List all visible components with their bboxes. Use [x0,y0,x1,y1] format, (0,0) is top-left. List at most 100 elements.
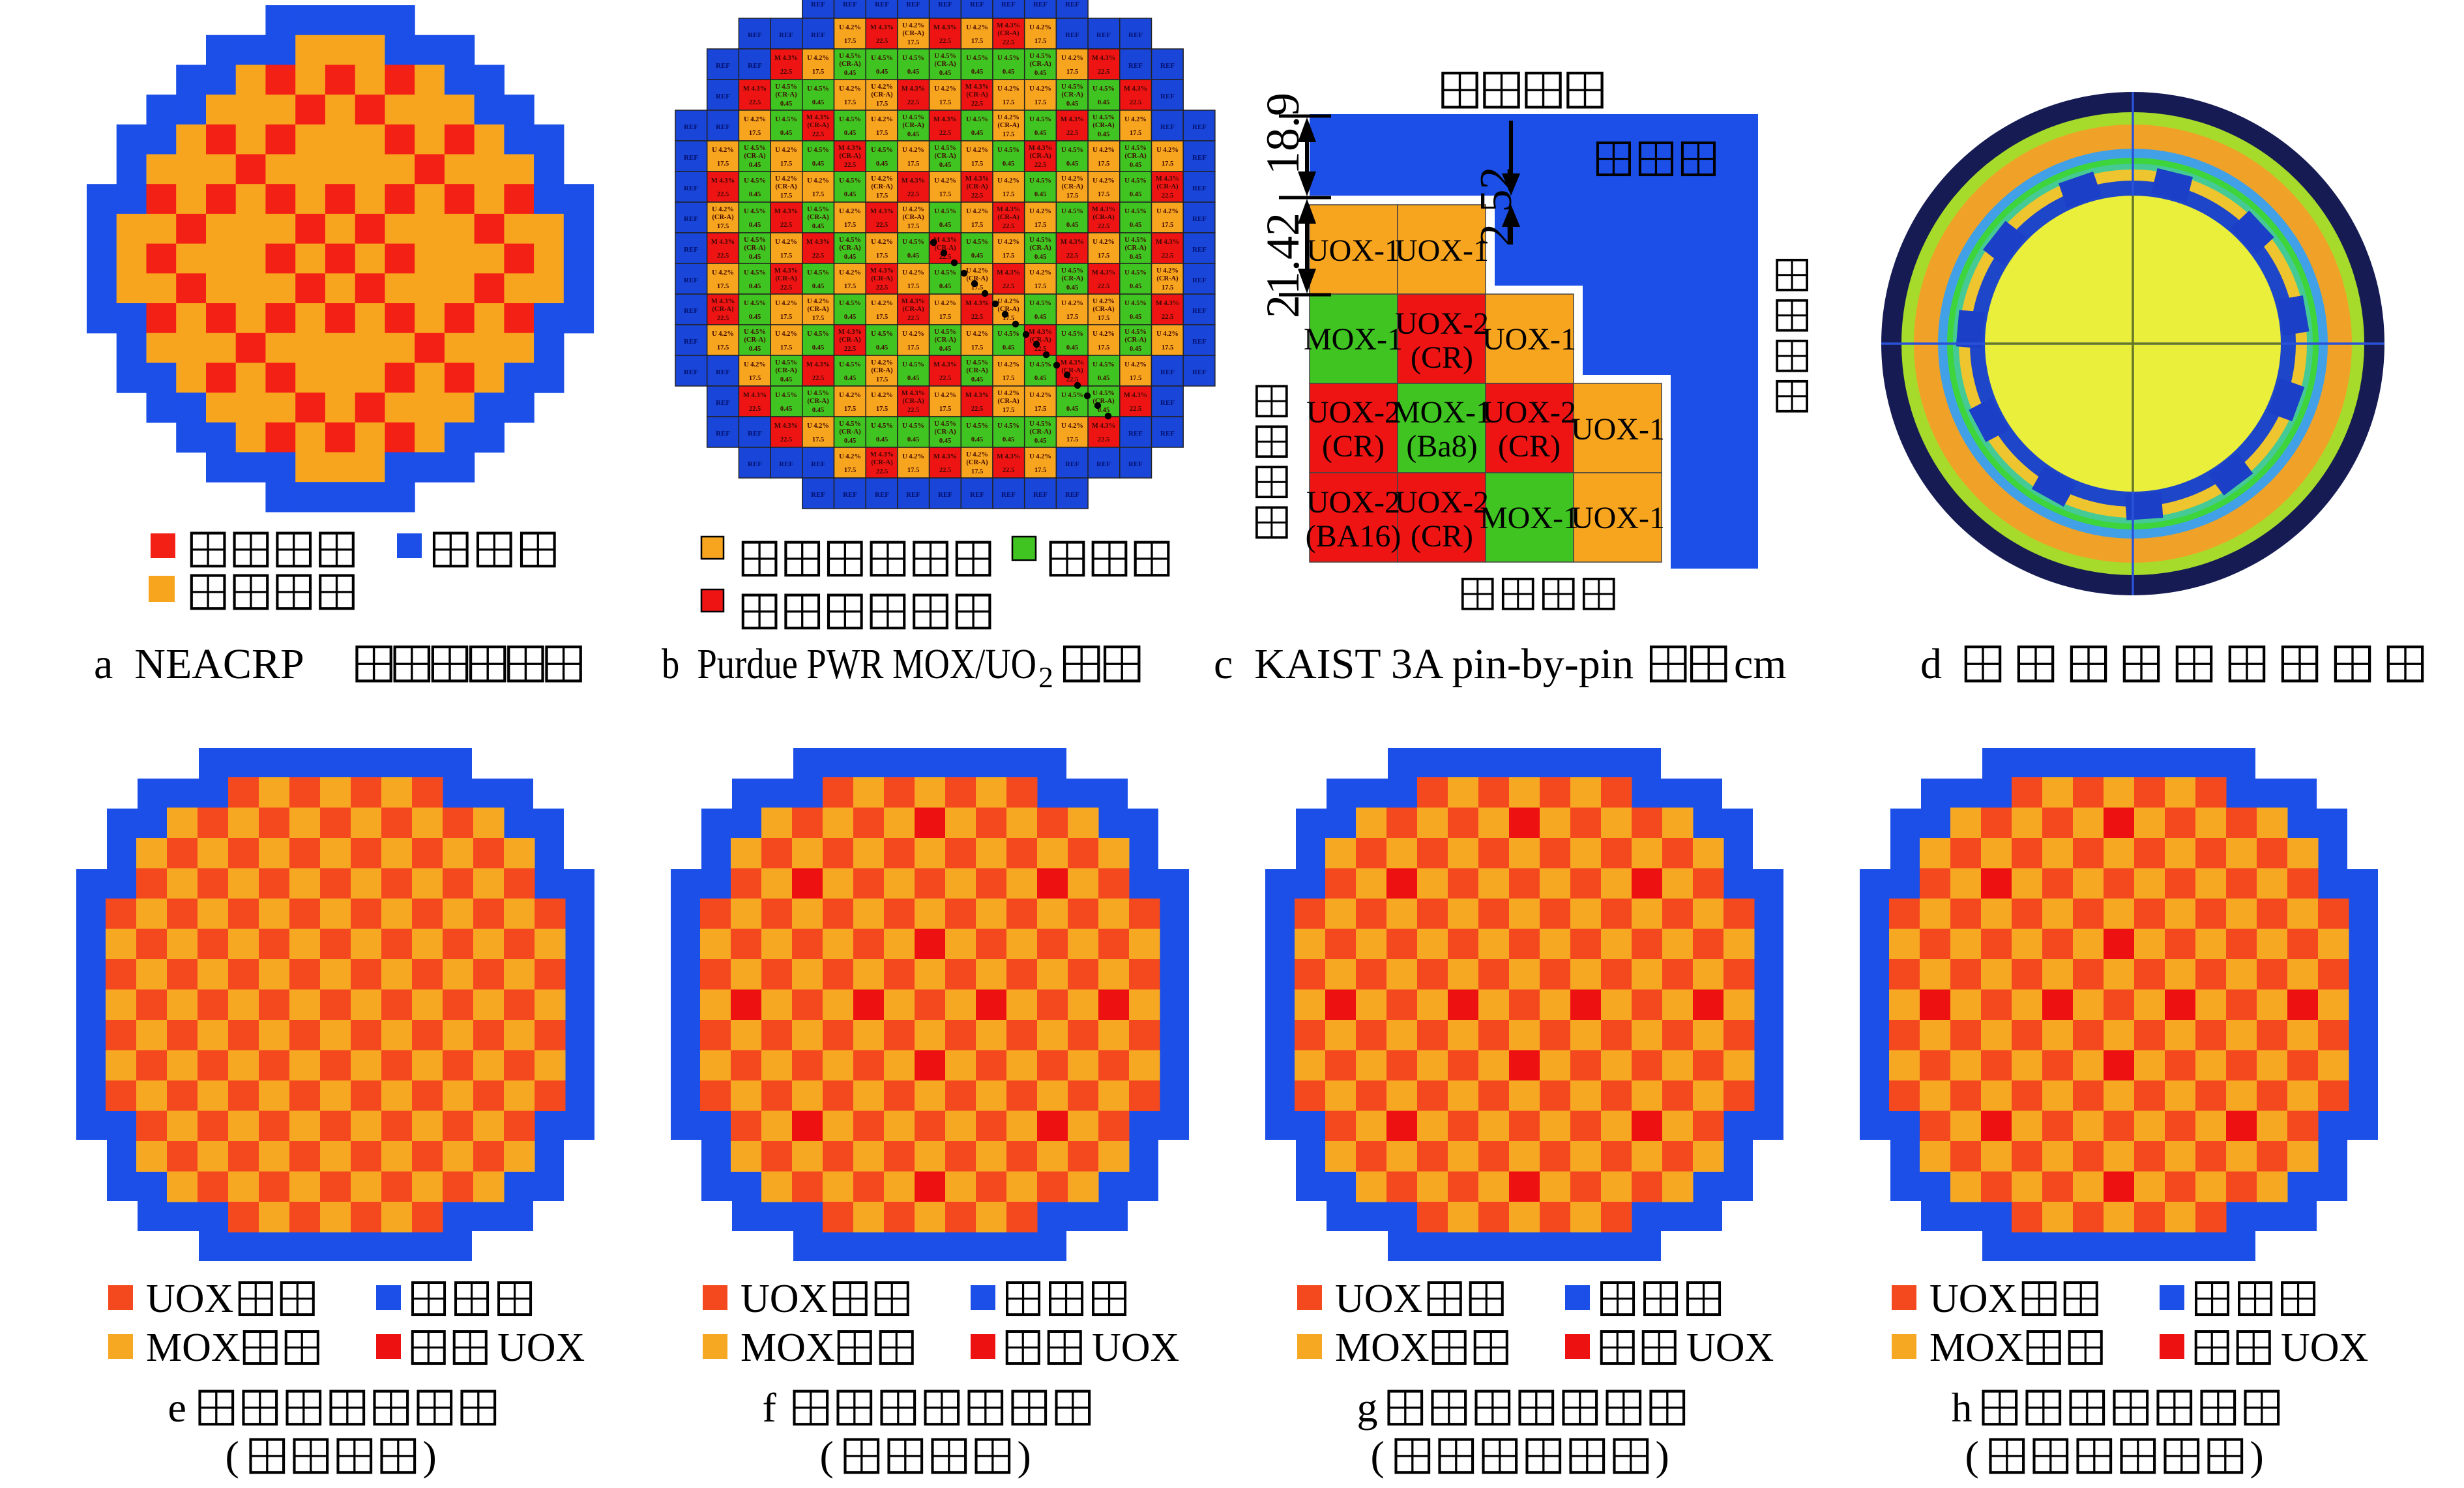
svg-text:U 4.2%: U 4.2% [997,298,1019,305]
svg-text:0.45: 0.45 [844,130,856,137]
svg-text:0.45: 0.45 [1034,375,1046,382]
svg-text:22.5: 22.5 [1162,252,1173,260]
svg-text:REF: REF [811,1,825,8]
svg-text:REF: REF [1160,93,1175,100]
svg-text:UOX-2: UOX-2 [1482,395,1576,430]
svg-text:0.45: 0.45 [749,314,761,321]
svg-text:U 4.5%: U 4.5% [871,147,893,154]
svg-text:(CR-A): (CR-A) [997,398,1019,405]
svg-text:M 4.3%: M 4.3% [870,208,894,215]
svg-text:U 4.2%: U 4.2% [839,453,861,460]
svg-text:U 4.5%: U 4.5% [997,423,1019,430]
svg-text:REF: REF [748,31,762,39]
svg-text:MOX: MOX [1335,1326,1430,1370]
svg-text:UOX-1: UOX-1 [1482,322,1576,357]
svg-text:17.5: 17.5 [844,38,856,45]
svg-text:17.5: 17.5 [1066,192,1078,200]
svg-text:(CR-A): (CR-A) [902,122,924,129]
svg-text:(CR-A): (CR-A) [966,91,988,98]
svg-text:(CR-A): (CR-A) [997,122,1019,129]
svg-text:U 4.5%: U 4.5% [807,269,829,276]
svg-text:0.45: 0.45 [876,436,888,443]
svg-text:U 4.2%: U 4.2% [1029,85,1051,93]
svg-text:U 4.5%: U 4.5% [966,423,988,430]
svg-text:0.45: 0.45 [780,376,792,383]
svg-text:U 4.2%: U 4.2% [997,114,1019,121]
svg-text:U 4.5%: U 4.5% [1093,114,1115,121]
svg-text:U 4.5%: U 4.5% [902,55,924,62]
svg-text:0.45: 0.45 [907,375,919,382]
svg-text:(CR-A): (CR-A) [997,30,1019,37]
svg-text:REF: REF [1192,123,1207,131]
svg-text:17.5: 17.5 [971,468,983,475]
svg-text:22.5: 22.5 [1162,314,1173,321]
svg-text:(CR-A): (CR-A) [997,214,1019,221]
svg-text:0.45: 0.45 [907,131,919,138]
svg-text:REF: REF [906,491,920,499]
svg-text:(BA16): (BA16) [1306,519,1401,554]
svg-text:(CR-A): (CR-A) [871,91,893,98]
svg-text:U 4.2%: U 4.2% [712,206,734,213]
svg-text:0.45: 0.45 [971,68,983,76]
svg-text:U 4.5%: U 4.5% [871,55,893,62]
svg-text:0.45: 0.45 [749,191,761,198]
svg-text:REF: REF [1192,307,1207,315]
svg-text:REF: REF [1192,154,1207,162]
svg-text:(CR-A): (CR-A) [775,275,797,282]
svg-text:0.45: 0.45 [844,438,856,445]
svg-text:M 4.3%: M 4.3% [933,116,957,123]
svg-text:(CR-A): (CR-A) [934,61,956,68]
svg-text:UOX: UOX [497,1326,585,1370]
svg-text:17.5: 17.5 [939,99,951,106]
svg-text:REF: REF [811,491,825,499]
svg-text:(CR-A): (CR-A) [1093,122,1115,129]
svg-text:U 4.5%: U 4.5% [997,331,1019,338]
svg-text:17.5: 17.5 [876,252,888,260]
svg-text:U 4.2%: U 4.2% [902,331,924,338]
svg-text:U 4.5%: U 4.5% [1029,361,1051,368]
svg-text:0.45: 0.45 [812,407,824,414]
svg-text:U 4.2%: U 4.2% [902,147,924,154]
svg-text:0.45: 0.45 [939,222,951,229]
svg-text:M 4.3%: M 4.3% [965,83,989,91]
svg-text:(CR): (CR) [1498,429,1561,464]
svg-text:(CR-A): (CR-A) [1029,428,1051,436]
svg-text:REF: REF [1128,62,1143,70]
svg-text:U 4.2%: U 4.2% [966,147,988,154]
svg-text:REF: REF [1096,460,1111,468]
svg-text:UOX: UOX [1686,1326,1774,1370]
svg-text:22.5: 22.5 [749,99,761,106]
svg-text:22.5: 22.5 [1066,252,1078,260]
svg-text:U 4.2%: U 4.2% [871,300,893,307]
svg-text:REF: REF [684,123,698,131]
svg-text:REF: REF [1160,62,1175,70]
svg-text:MOX-1: MOX-1 [1392,395,1491,430]
svg-text:(CR-A): (CR-A) [966,275,988,282]
svg-text:U 4.2%: U 4.2% [775,300,797,307]
svg-text:17.5: 17.5 [749,375,761,382]
svg-text:M 4.3%: M 4.3% [1124,85,1147,93]
svg-text:(CR-A): (CR-A) [871,367,893,374]
svg-text:(CR-A): (CR-A) [1029,336,1051,344]
svg-text:22.5: 22.5 [1130,406,1141,413]
svg-text:(CR-A): (CR-A) [934,336,956,344]
svg-text:U 4.5%: U 4.5% [1124,329,1147,336]
svg-text:0.45: 0.45 [1098,99,1109,106]
svg-text:22.5: 22.5 [876,222,888,229]
svg-text:REF: REF [875,1,889,8]
svg-text:17.5: 17.5 [717,160,729,168]
svg-text:U 4.5%: U 4.5% [1093,85,1115,93]
svg-text:0.45: 0.45 [749,283,761,290]
svg-text:): ) [1656,1433,1669,1479]
svg-text:UOX-1: UOX-1 [1306,233,1400,268]
svg-text:U 4.2%: U 4.2% [775,147,797,154]
svg-text:REF: REF [684,154,698,162]
svg-text:17.5: 17.5 [780,252,792,260]
svg-text:U 4.5%: U 4.5% [744,300,766,307]
svg-text:(: ( [1965,1433,1979,1479]
svg-text:REF: REF [843,491,857,499]
svg-text:22.5: 22.5 [812,252,824,260]
svg-text:(CR-A): (CR-A) [966,183,988,190]
svg-text:17.5: 17.5 [876,130,888,137]
svg-text:(CR-A): (CR-A) [712,306,734,313]
